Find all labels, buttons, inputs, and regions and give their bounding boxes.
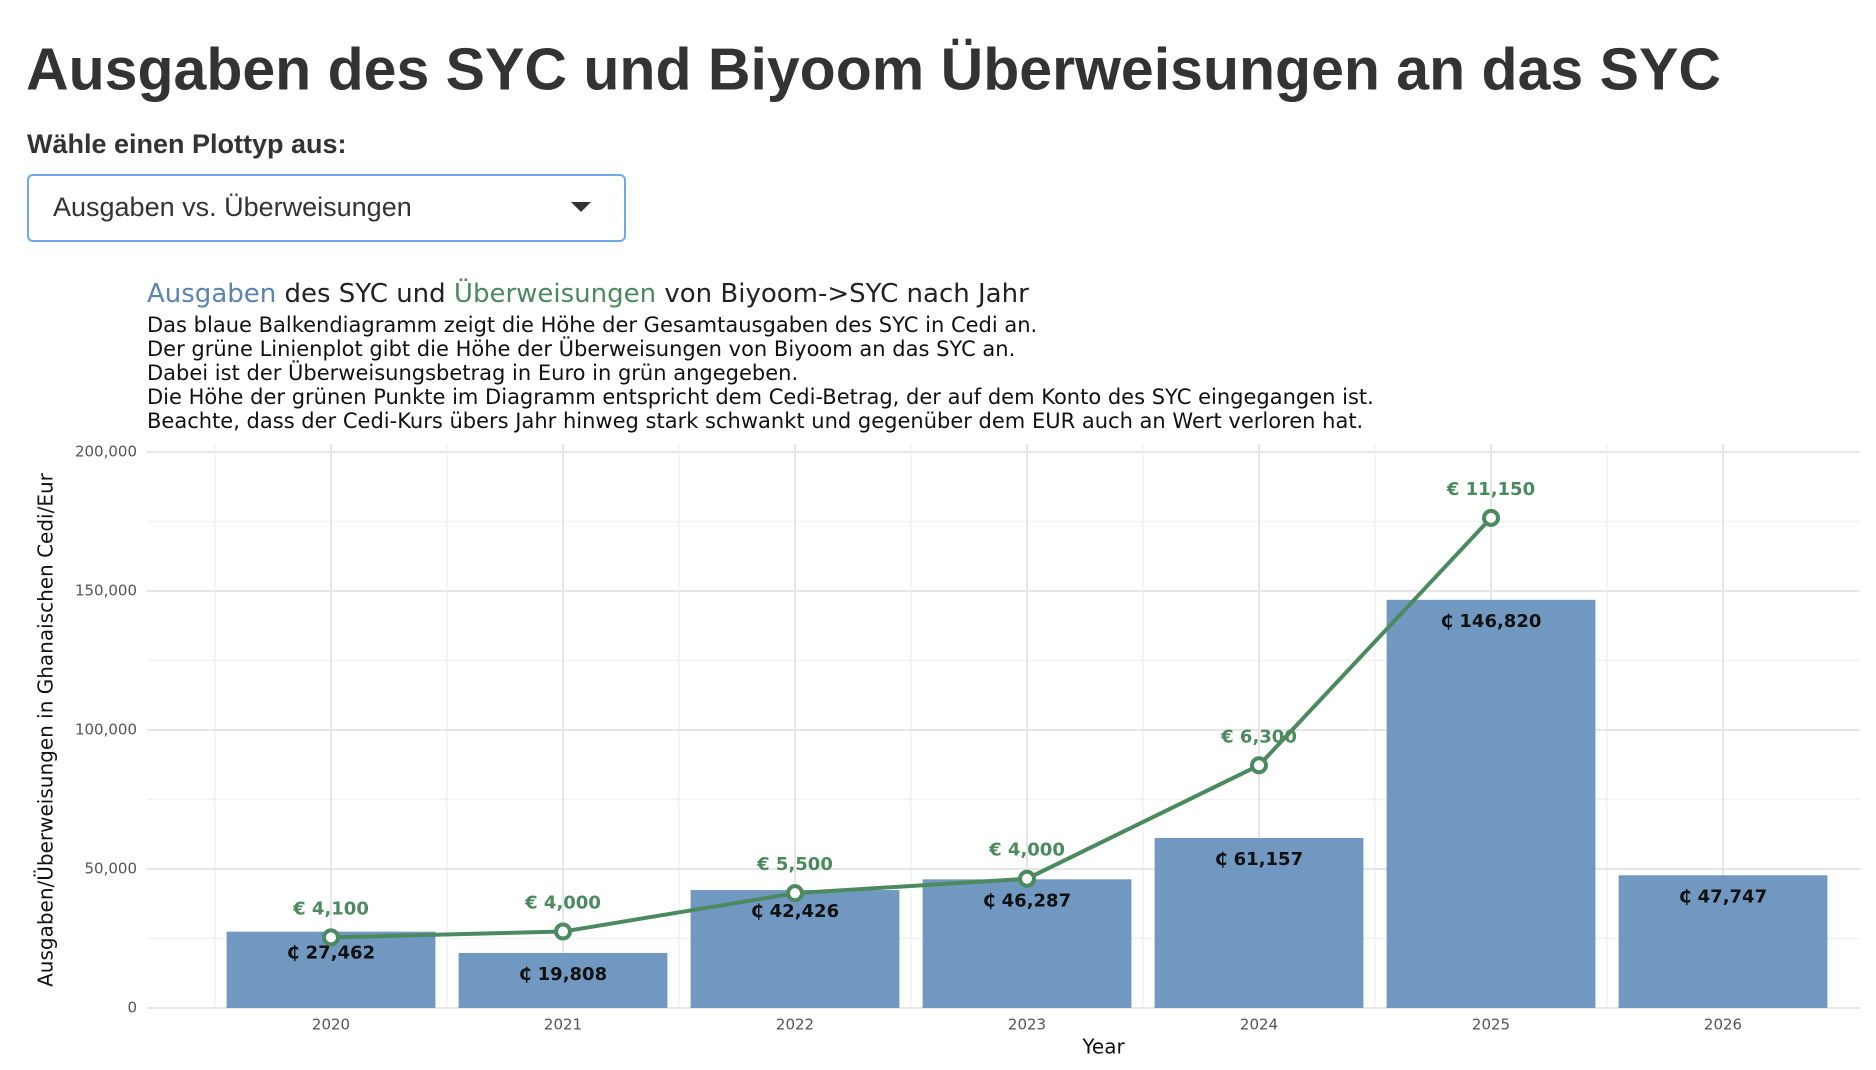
select-value[interactable]: Ausgaben vs. Überweisungen	[53, 192, 412, 222]
x-tick-label: 2022	[776, 1016, 814, 1034]
select[interactable]: Ausgaben vs. Überweisungen	[27, 174, 626, 242]
y-tick-label: 0	[127, 999, 137, 1017]
point	[786, 884, 804, 903]
y-tick-label: 50,000	[85, 860, 138, 878]
point-label: € 4,000	[988, 840, 1065, 861]
bar-label: ₵ 19,808	[519, 964, 607, 985]
bar	[1154, 837, 1364, 1008]
point-label: € 6,300	[1220, 726, 1297, 747]
x-tick-label: 2020	[312, 1016, 350, 1034]
select-box[interactable]	[27, 174, 626, 242]
select-label: Wähle einen Plottyp aus:	[27, 129, 347, 159]
subtitle-line: Die Höhe der grünen Punkte im Diagramm e…	[147, 385, 1374, 409]
y-tick-label: 150,000	[75, 582, 137, 600]
title-part: von Biyoom->SYC nach Jahr	[656, 279, 1029, 309]
subtitle-line: Der grüne Linienplot gibt die Höhe der Ü…	[147, 336, 1015, 361]
title-part: des SYC und	[276, 279, 454, 309]
y-axis-label: Ausgaben/Überweisungen in Ghanaischen Ce…	[34, 472, 58, 987]
bar	[1618, 875, 1828, 1008]
subtitle-line: Beachte, dass der Cedi-Kurs übers Jahr h…	[147, 409, 1363, 433]
title-part: Überweisungen	[454, 277, 656, 309]
bar	[922, 879, 1132, 1008]
point-label: € 11,150	[1446, 479, 1535, 500]
bar-label: ₵ 61,157	[1215, 849, 1303, 870]
x-tick-label: 2024	[1240, 1016, 1278, 1034]
x-tick-label: 2026	[1704, 1016, 1742, 1034]
point-label: € 4,000	[524, 893, 601, 914]
x-tick-label: 2025	[1472, 1016, 1510, 1034]
bar-label: ₵ 146,820	[1441, 611, 1542, 632]
chart-title: Ausgaben des SYC und Überweisungen von B…	[147, 277, 1029, 309]
bar-label: ₵ 27,462	[287, 943, 375, 964]
x-axis-label: Year	[1081, 1035, 1125, 1059]
x-tick-label: 2023	[1008, 1016, 1046, 1034]
bar	[458, 952, 668, 1008]
point	[322, 928, 340, 947]
bar	[1386, 599, 1596, 1008]
title-part: Ausgaben	[147, 279, 276, 309]
point	[554, 922, 572, 941]
bar-label: ₵ 42,426	[751, 901, 839, 922]
subtitle-line: Das blaue Balkendiagramm zeigt die Höhe …	[147, 313, 1037, 337]
bar-label: ₵ 46,287	[983, 890, 1071, 911]
point-label: € 5,500	[756, 854, 833, 875]
point-label: € 4,100	[292, 898, 369, 919]
point	[1250, 756, 1268, 775]
point	[1482, 508, 1500, 527]
page-title: Ausgaben des SYC und Biyoom Überweisunge…	[26, 37, 1721, 103]
y-tick-label: 200,000	[75, 443, 137, 461]
bar	[690, 890, 900, 1008]
bar-label: ₵ 47,747	[1679, 886, 1767, 907]
subtitle-line: Dabei ist der Überweisungsbetrag in Euro…	[147, 360, 798, 385]
select-arrow[interactable]	[571, 202, 591, 212]
x-tick-label: 2021	[544, 1016, 582, 1034]
y-tick-label: 100,000	[75, 721, 137, 739]
line	[330, 516, 1493, 940]
point	[1018, 869, 1036, 888]
